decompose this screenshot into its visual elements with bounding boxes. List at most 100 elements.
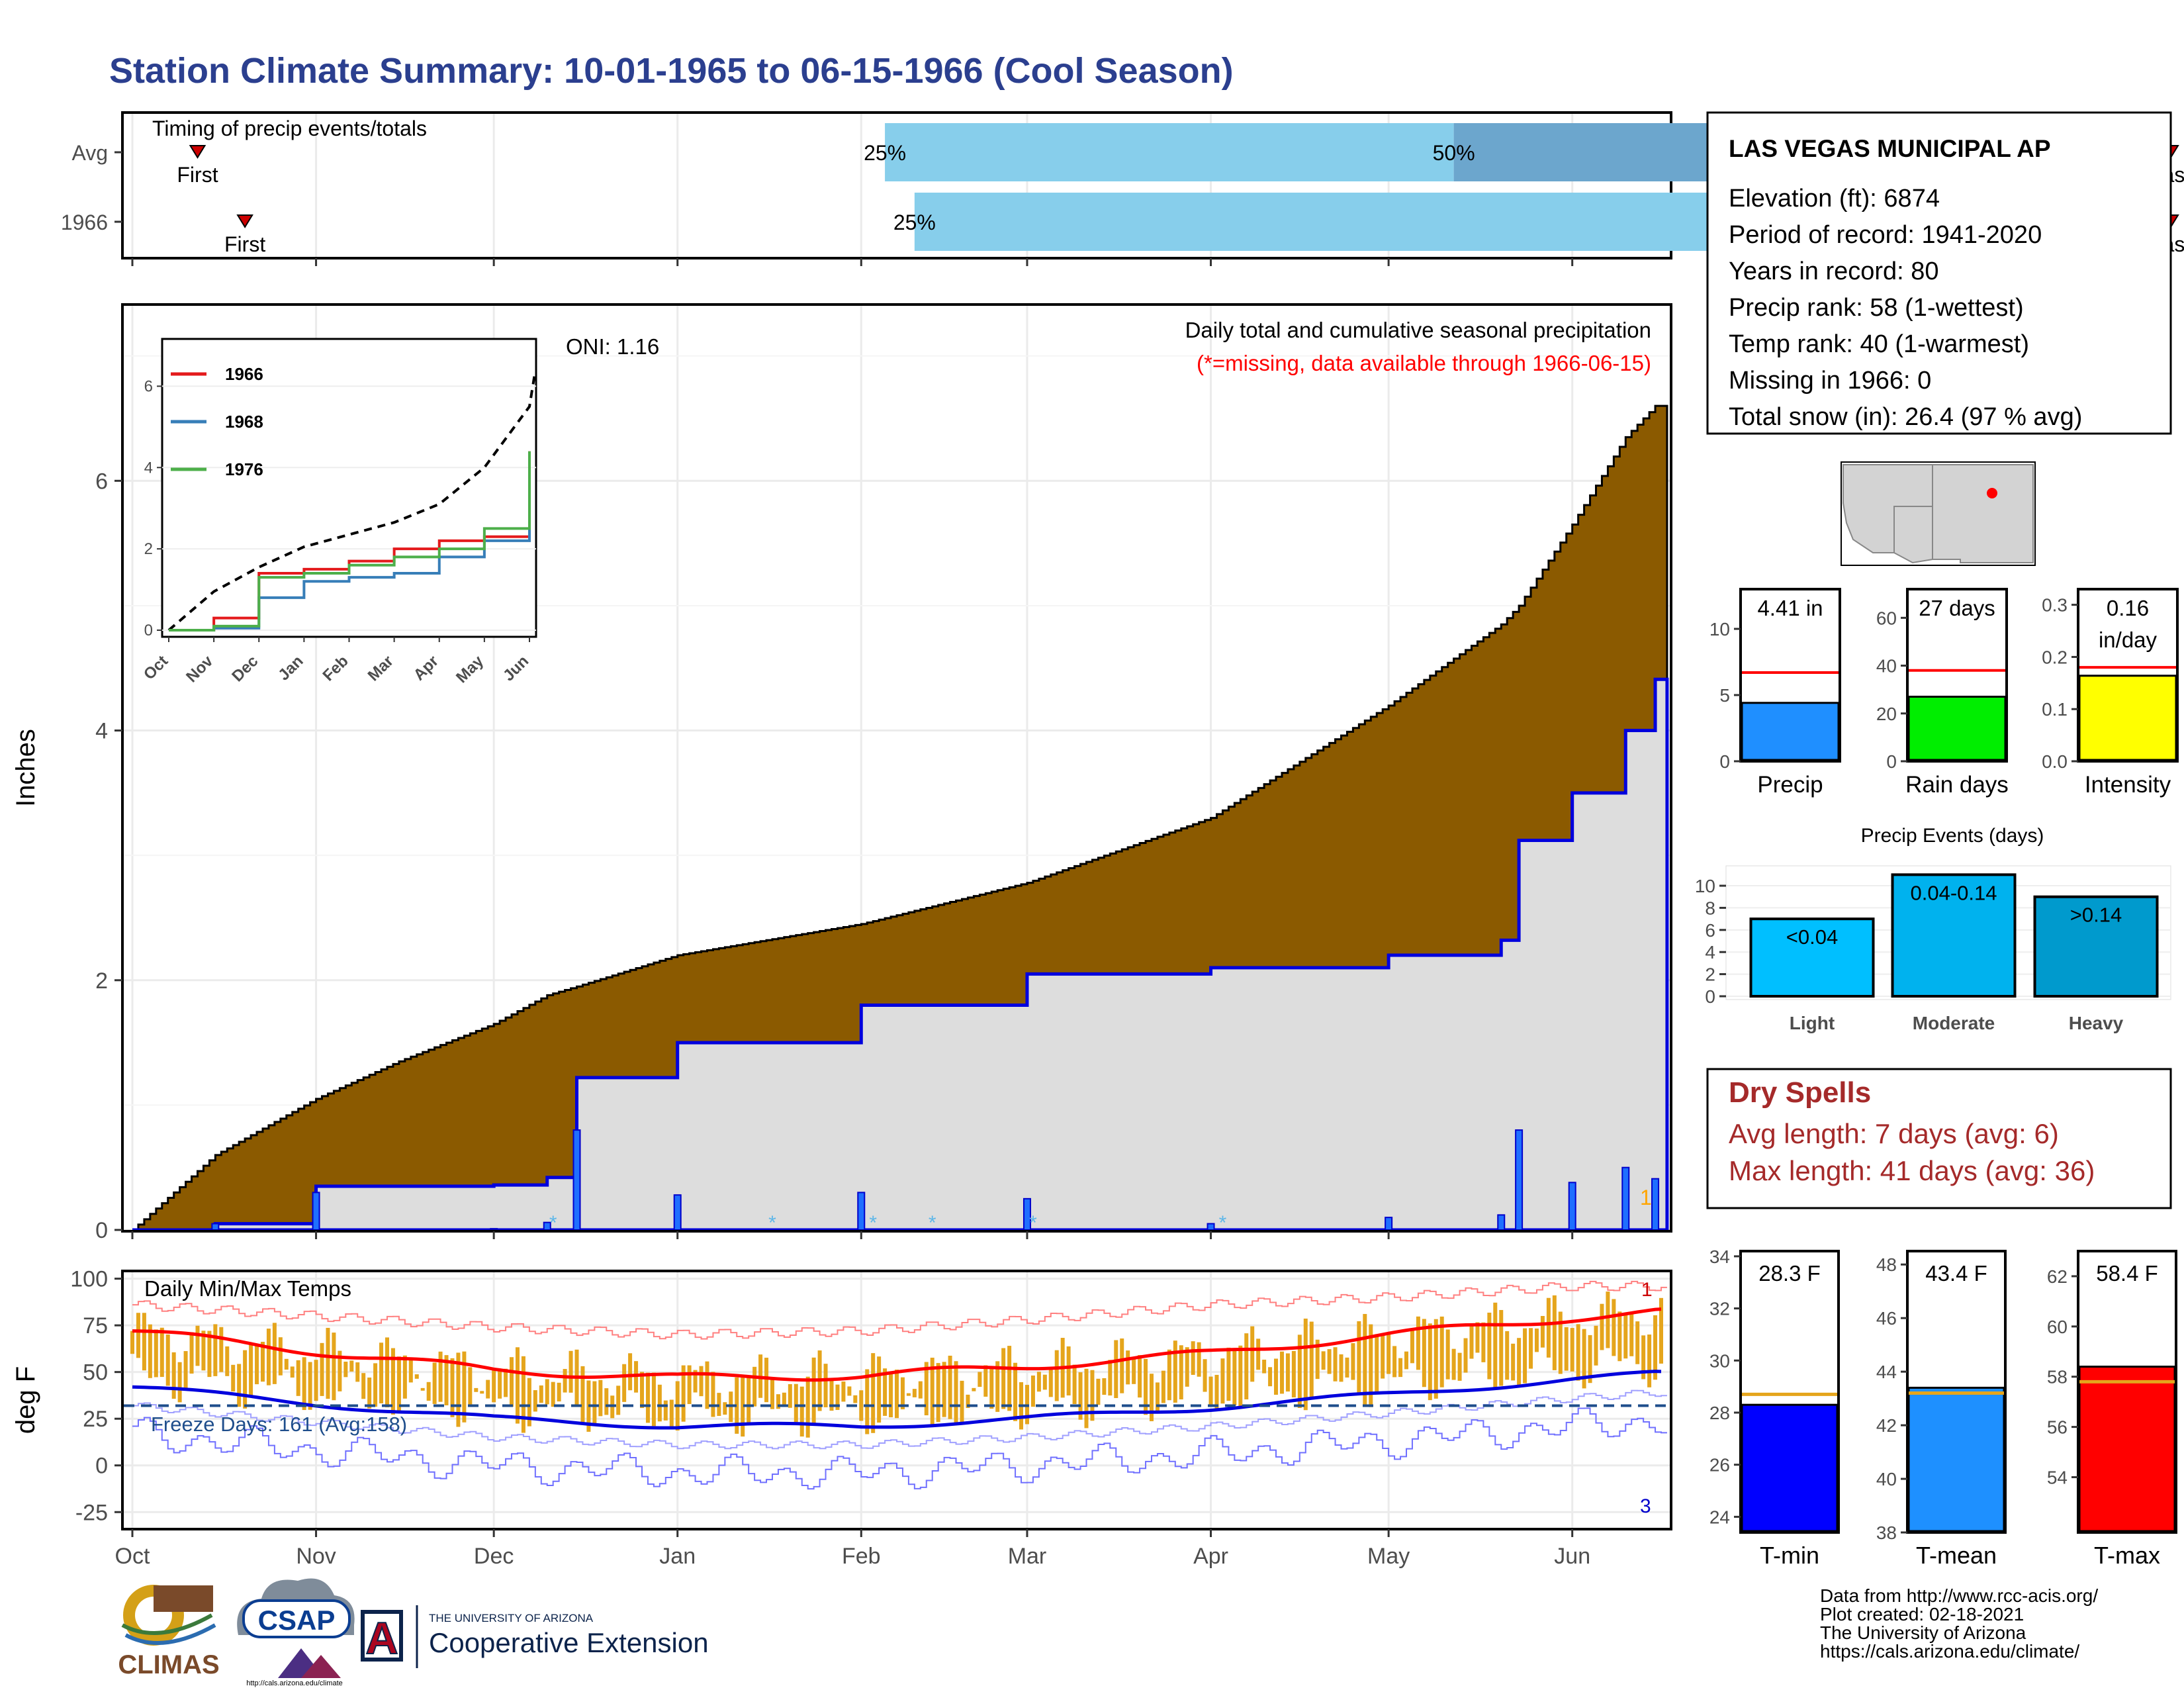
daily-temp-bar (912, 1389, 917, 1397)
daily-precip-bar (1651, 1178, 1660, 1231)
credit-line: Data from http://www.rcc-acis.org/ (1820, 1585, 2098, 1606)
daily-temp-bar (1582, 1329, 1586, 1389)
daily-temp-bar (1445, 1329, 1450, 1380)
events-ytick-label: 8 (1705, 898, 1715, 918)
daily-temp-bar (148, 1324, 152, 1378)
daily-temp-bar (657, 1384, 662, 1422)
precip-ytick-label: 0 (95, 1218, 108, 1243)
daily-temp-bar (788, 1383, 792, 1408)
timing-first-marker (236, 214, 253, 228)
daily-precip-bar (1568, 1182, 1576, 1231)
events-ytick-label: 2 (1705, 964, 1715, 985)
daily-temp-bar (693, 1370, 698, 1393)
daily-temp-bar (408, 1358, 413, 1383)
temp-summary-t-max: 54 56 58 60 62 58.4 F T-max (2047, 1250, 2177, 1569)
daily-precip-bar (857, 1192, 866, 1231)
daily-temp-bar (213, 1324, 218, 1376)
daily-temp-bar (1635, 1321, 1640, 1364)
month-label: Feb (842, 1544, 881, 1569)
csap-logo: CSAP http://cals.arizona.edu/climate (237, 1578, 355, 1687)
temp-summary-ytick-label: 38 (1876, 1523, 1897, 1543)
mini-chart-value-unit: in/day (2099, 628, 2158, 652)
daily-temp-bar (1529, 1328, 1533, 1369)
temp-summary-ytick-label: 60 (2047, 1317, 2068, 1337)
daily-precip-bar (1206, 1223, 1215, 1231)
daily-temp-bar (1126, 1350, 1130, 1385)
events-bar (1891, 873, 2017, 998)
daily-temp-bar (1179, 1345, 1183, 1400)
daily-temp-bar (669, 1399, 674, 1427)
ua-letter: A (365, 1613, 398, 1664)
daily-temp-bar (539, 1385, 543, 1403)
mini-chart-rain-days: 0 20 40 60 27 days Rain days (1876, 588, 2009, 798)
daily-temp-bar (1612, 1299, 1616, 1356)
month-label: Mar (1008, 1544, 1047, 1569)
station-detail-line: Temp rank: 40 (1-warmest) (1729, 330, 2029, 358)
daily-temp-bar (1392, 1346, 1397, 1378)
mini-chart-value-bar (2078, 675, 2177, 761)
daily-temp-bar (414, 1374, 419, 1379)
temp-summary-ytick-label: 30 (1709, 1350, 1730, 1371)
mini-chart-ytick-label: 5 (1719, 685, 1730, 706)
station-detail-line: Years in record: 80 (1729, 258, 1939, 285)
timing-row-label: Avg (71, 141, 108, 165)
daily-temp-bar (1274, 1358, 1279, 1395)
daily-temp-bar (290, 1366, 295, 1378)
daily-temp-bar (1594, 1325, 1598, 1366)
events-bar-label: <0.04 (1786, 925, 1838, 949)
daily-temp-bar (130, 1331, 134, 1354)
daily-temp-bar (1469, 1324, 1474, 1359)
daily-temp-bar (1291, 1350, 1296, 1398)
daily-temp-bar (794, 1383, 798, 1423)
daily-temp-bar (954, 1361, 958, 1425)
daily-temp-bar (1647, 1335, 1652, 1387)
daily-temp-bar (545, 1379, 549, 1405)
daily-temp-bar (972, 1387, 976, 1391)
daily-temp-bar (320, 1342, 324, 1396)
temp-summary-label: T-mean (1916, 1542, 1997, 1569)
daily-temp-bar (1505, 1331, 1510, 1380)
daily-temp-bar (308, 1362, 312, 1410)
daily-temp-bar (752, 1366, 757, 1407)
daily-temp-bar (1173, 1340, 1177, 1403)
daily-temp-bar (966, 1394, 970, 1408)
daily-temp-bar (266, 1329, 271, 1385)
daily-temp-bar (906, 1393, 911, 1396)
precip-y-axis: 0 2 4 6 (95, 469, 122, 1243)
daily-temp-bar (533, 1390, 537, 1412)
inset-ytick-label: 0 (144, 622, 153, 639)
daily-temp-bar (960, 1380, 964, 1423)
daily-temp-bar (1238, 1345, 1243, 1409)
daily-temp-bar (853, 1395, 858, 1403)
mini-chart-ytick-label: 0.1 (2042, 699, 2068, 720)
daily-temp-bar (1315, 1339, 1320, 1380)
temp-lines (124, 1280, 1670, 1490)
csap-url: http://cals.arizona.edu/climate (246, 1679, 343, 1687)
daily-temp-bar (1066, 1346, 1071, 1396)
oni-value: ONI: 1.16 (566, 334, 659, 359)
daily-temp-bar (770, 1378, 774, 1409)
daily-temp-bar (764, 1358, 769, 1403)
daily-temp-bar (1102, 1378, 1107, 1395)
daily-temp-bar (1072, 1364, 1077, 1405)
daily-temp-bar (1457, 1352, 1462, 1381)
daily-temp-bar (1511, 1343, 1516, 1381)
station-info-box: LAS VEGAS MUNICIPAL AP Elevation (ft): 6… (1706, 111, 2172, 435)
daily-temp-bar (1416, 1316, 1420, 1370)
month-axis: Oct Nov Dec Jan Feb Mar Apr May Jun (115, 258, 1590, 1569)
precip-panel: * * * * * * 0 2 4 6 Inches Daily total and cumul… (11, 303, 1672, 1243)
daily-precip-bar (673, 1194, 682, 1231)
temp-summary-ytick-label: 24 (1709, 1507, 1730, 1527)
daily-temp-bar (1422, 1319, 1426, 1387)
temp-summary-bars: 24 26 28 30 32 34 28.3 F T-min 38 40 42 44 46 48 43.4 … (1709, 1246, 2177, 1569)
temp-panel-title: Daily Min/Max Temps (144, 1276, 351, 1301)
daily-temp-bar (165, 1335, 170, 1386)
inset-legend-label: 1966 (225, 364, 263, 384)
timing-bar-25-50 (885, 123, 1454, 181)
month-label: Dec (474, 1544, 514, 1569)
daily-temp-bar (1226, 1347, 1231, 1401)
daily-temp-bar (995, 1361, 1000, 1412)
daily-temp-bar (237, 1364, 242, 1407)
temp-summary-ytick-label: 32 (1709, 1299, 1730, 1319)
